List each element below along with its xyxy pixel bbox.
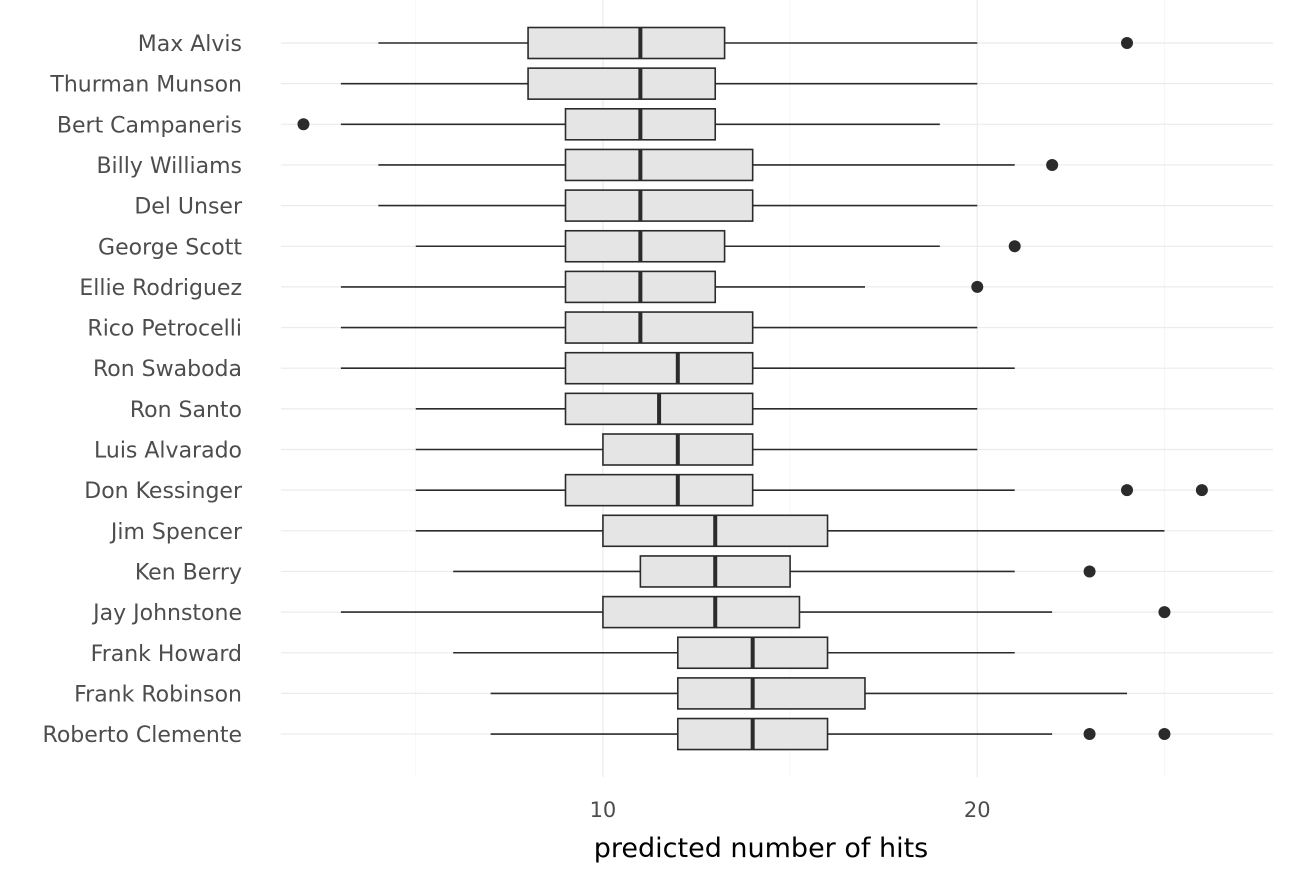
outlier-point	[1083, 728, 1096, 741]
category-label: Del Unser	[134, 195, 243, 220]
iqr-box	[564, 311, 754, 344]
outlier-point	[1195, 484, 1208, 497]
box-row: Max Alvis	[138, 26, 1134, 60]
box-row: Rico Petrocelli	[87, 311, 978, 344]
iqr-box	[676, 677, 866, 710]
iqr-box	[602, 595, 801, 629]
category-label: Jay Johnstone	[91, 601, 242, 626]
category-label: Ron Swaboda	[93, 357, 242, 382]
category-label: George Scott	[98, 235, 242, 260]
box-row: George Scott	[98, 229, 1021, 263]
category-label: Frank Robinson	[74, 682, 242, 707]
category-label: Don Kessinger	[84, 479, 243, 504]
x-tick-label: 10	[590, 798, 617, 822]
outlier-point	[1046, 158, 1059, 171]
category-label: Luis Alvarado	[94, 439, 242, 464]
iqr-box	[564, 473, 754, 507]
outlier-point	[1158, 606, 1171, 619]
category-label: Billy Williams	[96, 154, 242, 179]
category-label: Ron Santo	[130, 398, 242, 423]
outlier-point	[971, 280, 984, 293]
x-axis-ticks: 10 20	[590, 798, 991, 822]
iqr-box	[564, 229, 726, 263]
box-rows: Max Alvis Thurman Munson Bert Campaneris Bi…	[43, 26, 1208, 751]
category-label: Ellie Rodriguez	[79, 276, 242, 301]
category-label: Max Alvis	[138, 32, 242, 57]
iqr-box	[564, 189, 754, 222]
box-row: Billy Williams	[96, 148, 1059, 182]
iqr-box	[564, 351, 754, 385]
category-label: Bert Campaneris	[57, 113, 242, 138]
outlier-point	[1121, 37, 1134, 49]
outlier-point	[1008, 240, 1021, 253]
box-row: Jay Johnstone	[91, 595, 1171, 629]
category-label: Ken Berry	[135, 560, 242, 585]
box-row: Bert Campaneris	[57, 108, 940, 141]
box-row: Ron Santo	[130, 392, 978, 426]
box-row: Don Kessinger	[84, 473, 1208, 507]
box-row: Ron Swaboda	[93, 351, 1015, 385]
category-label: Roberto Clemente	[43, 723, 242, 748]
box-row: Jim Spencer	[109, 514, 1165, 548]
box-row: Thurman Munson	[49, 67, 978, 100]
box-row: Ellie Rodriguez	[79, 270, 984, 304]
box-row: Luis Alvarado	[94, 433, 978, 466]
box-row: Roberto Clemente	[43, 717, 1171, 751]
iqr-box	[527, 67, 717, 100]
box-row: Frank Robinson	[74, 677, 1128, 710]
category-label: Rico Petrocelli	[87, 317, 242, 342]
outlier-point	[1158, 728, 1171, 741]
box-row: Del Unser	[134, 189, 978, 222]
x-axis-title: predicted number of hits	[594, 833, 929, 864]
box-row: Frank Howard	[91, 636, 1015, 670]
x-tick-label: 20	[964, 798, 991, 822]
outlier-point	[297, 118, 310, 131]
category-label: Thurman Munson	[49, 73, 242, 98]
category-label: Frank Howard	[91, 642, 242, 667]
outlier-point	[1083, 565, 1096, 578]
iqr-box	[527, 26, 726, 60]
iqr-box	[564, 148, 754, 182]
box-row: Ken Berry	[135, 555, 1096, 588]
outlier-point	[1121, 484, 1134, 497]
category-label: Jim Spencer	[109, 520, 243, 545]
